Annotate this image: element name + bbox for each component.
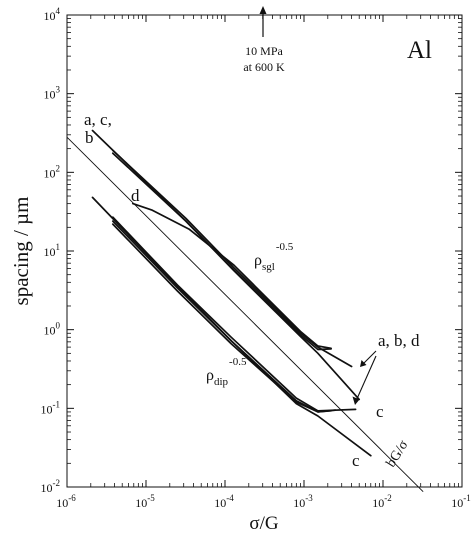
x-tick-label: 10-4	[214, 493, 234, 510]
stress-note-line1: 10 MPa	[245, 44, 283, 58]
label-d: d	[131, 186, 140, 205]
series-line-8	[111, 223, 332, 413]
y-tick-label: 100	[44, 321, 61, 338]
series-line-4	[131, 202, 332, 350]
x-tick-label: 10-5	[135, 493, 155, 510]
y-tick-label: 103	[44, 85, 61, 102]
y-tick-exponent: -2	[53, 478, 61, 488]
rho-sgl-symbol: ρ	[254, 252, 262, 269]
y-tick-base: 10	[44, 166, 56, 180]
stress-arrow-head	[259, 6, 267, 14]
rho-dip-symbol: ρ	[206, 367, 214, 384]
y-tick-label: 102	[44, 163, 61, 180]
x-tick-exponent: -4	[226, 493, 234, 503]
y-tick-label: 10-1	[41, 399, 61, 416]
label-c-upper: c	[376, 402, 384, 421]
material-label: Al	[407, 37, 432, 64]
axis-ticks	[66, 14, 463, 488]
x-tick-base: 10	[135, 496, 147, 510]
y-tick-base: 10	[41, 481, 53, 495]
x-tick-base: 10	[451, 496, 463, 510]
rho-sgl-exponent: -0.5	[276, 241, 294, 253]
x-tick-exponent: -5	[147, 493, 155, 503]
y-tick-exponent: 1	[56, 242, 61, 252]
abd-arrow-lower-head	[352, 396, 360, 405]
stress-marker: 10 MPa at 600 K	[243, 6, 285, 74]
axis-tick-labels: 10-6 10-5 10-4 10-3 10-2 10-110-210-110010110…	[41, 6, 471, 510]
abd-pointer-arrows	[352, 350, 377, 405]
x-tick-exponent: -1	[463, 493, 471, 503]
y-tick-base: 10	[44, 88, 56, 102]
stress-note-line2: at 600 K	[243, 60, 285, 74]
x-axis-label: σ/G	[249, 513, 279, 534]
abd-arrow-lower	[355, 355, 377, 402]
rho-sgl-label: ρsgl-0.5	[254, 241, 294, 273]
abd-arrow-upper-head	[360, 360, 367, 367]
x-tick-base: 10	[214, 496, 226, 510]
y-tick-label: 101	[44, 242, 61, 259]
y-tick-base: 10	[44, 245, 56, 259]
x-tick-exponent: -2	[384, 493, 392, 503]
y-tick-base: 10	[44, 324, 56, 338]
y-tick-exponent: 3	[56, 85, 61, 95]
x-tick-base: 10	[56, 496, 68, 510]
label-c-lower: c	[352, 451, 360, 470]
rho-dip-label: ρdip-0.5	[206, 356, 247, 388]
y-tick-label: 10-2	[41, 478, 61, 495]
x-tick-base: 10	[293, 496, 305, 510]
x-tick-base: 10	[372, 496, 384, 510]
y-tick-label: 104	[44, 6, 61, 23]
series-line-3	[91, 129, 361, 401]
label-b: b	[85, 128, 94, 147]
series-line-5	[111, 216, 357, 412]
rho-dip-subscript: dip	[214, 376, 229, 388]
y-axis-label: spacing / µm	[9, 197, 33, 306]
y-tick-exponent: -1	[53, 399, 61, 409]
x-tick-label: 10-2	[372, 493, 392, 510]
series-line-7	[91, 196, 372, 457]
x-tick-label: 10-3	[293, 493, 313, 510]
x-tick-label: 10-1	[451, 493, 471, 510]
y-tick-exponent: 4	[56, 6, 61, 16]
data-series	[66, 129, 424, 492]
y-tick-exponent: 2	[56, 163, 61, 173]
x-tick-label: 10-6	[56, 493, 76, 510]
x-tick-exponent: -6	[68, 493, 76, 503]
reference-line-bg-over-sigma	[66, 136, 424, 492]
x-tick-exponent: -3	[305, 493, 313, 503]
plot-frame	[66, 14, 463, 488]
y-tick-base: 10	[41, 402, 53, 416]
label-a-c: a, c,	[84, 110, 112, 129]
abd-arrow-upper	[361, 350, 377, 366]
series-line-1	[111, 149, 353, 368]
y-tick-base: 10	[44, 9, 56, 23]
y-tick-exponent: 0	[56, 321, 61, 331]
rho-sgl-subscript: sgl	[262, 261, 275, 273]
label-a-b-d: a, b, d	[378, 331, 420, 350]
rho-dip-exponent: -0.5	[229, 356, 247, 368]
bg-line-label: bG/σ	[384, 438, 412, 471]
